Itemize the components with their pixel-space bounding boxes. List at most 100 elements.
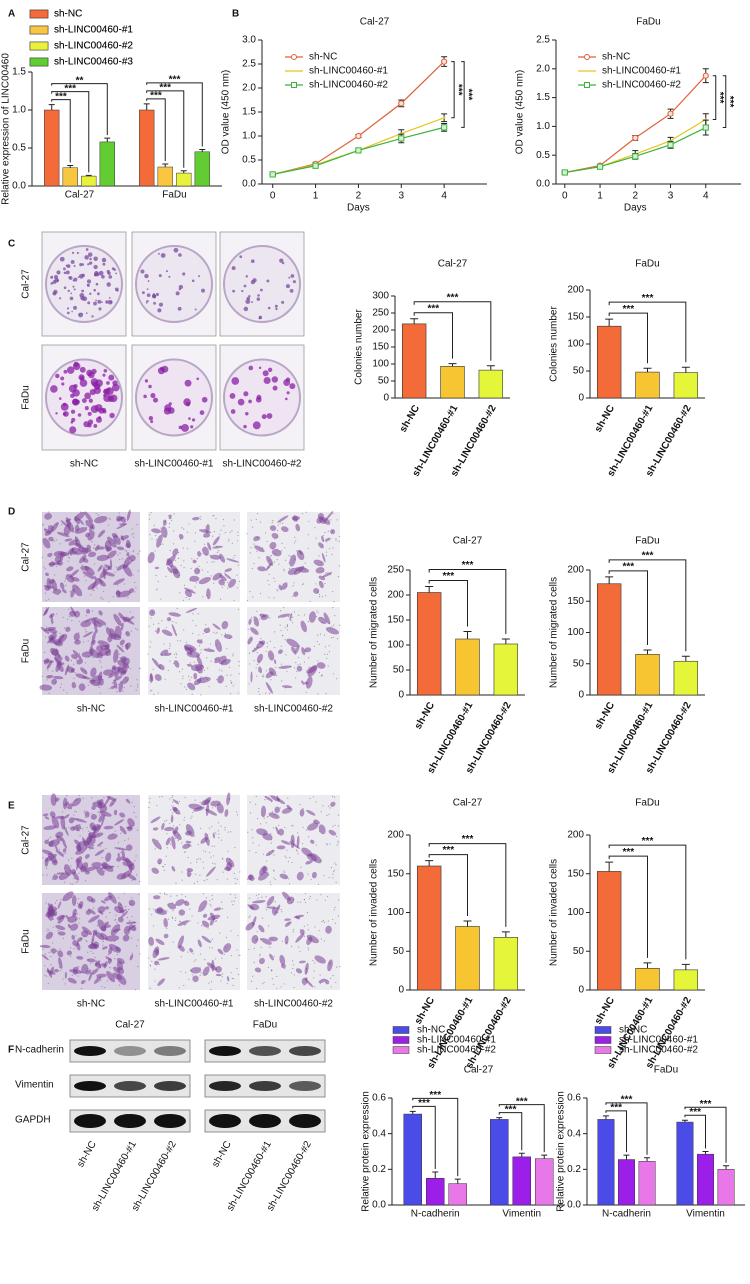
pore xyxy=(176,895,178,897)
pore xyxy=(211,561,213,563)
pore xyxy=(213,582,215,584)
pore xyxy=(195,582,198,584)
significance-bracket xyxy=(461,61,465,128)
pore xyxy=(193,661,195,663)
chart-title: FaDu xyxy=(635,536,659,547)
cell xyxy=(116,957,125,965)
pore xyxy=(160,527,162,529)
pore xyxy=(309,895,311,898)
pore xyxy=(99,659,101,662)
pore xyxy=(254,540,256,542)
y-tick-label: 200 xyxy=(567,285,584,296)
pore xyxy=(273,870,275,872)
cell xyxy=(318,580,324,589)
pore xyxy=(259,614,261,616)
colony xyxy=(95,379,103,387)
pore xyxy=(169,660,171,662)
cell xyxy=(67,803,73,810)
pore xyxy=(131,897,133,899)
pore xyxy=(320,811,322,813)
bar xyxy=(455,638,480,696)
colony xyxy=(73,305,77,310)
pore xyxy=(73,948,75,950)
pore xyxy=(184,686,186,688)
pore xyxy=(305,829,308,831)
pore xyxy=(118,984,121,986)
pore xyxy=(308,854,311,857)
cell xyxy=(228,578,236,588)
pore xyxy=(183,566,185,569)
cell xyxy=(155,938,165,946)
colony xyxy=(93,264,98,270)
legend-swatch xyxy=(29,9,49,19)
pore xyxy=(182,675,184,677)
error-bar xyxy=(463,920,472,927)
cell xyxy=(104,571,115,577)
pore xyxy=(132,532,134,534)
pore xyxy=(67,859,70,861)
pore xyxy=(64,578,67,580)
pore xyxy=(307,949,309,951)
cell xyxy=(60,815,66,830)
colony xyxy=(87,252,93,257)
pore xyxy=(251,616,253,619)
pore xyxy=(256,817,259,820)
pore xyxy=(326,653,329,656)
pore xyxy=(305,971,308,973)
significance: *** xyxy=(689,1107,701,1118)
pore xyxy=(153,693,155,695)
cell xyxy=(47,636,56,644)
pore xyxy=(210,575,212,577)
pore xyxy=(329,843,331,845)
pore xyxy=(52,942,54,944)
colony xyxy=(266,279,270,283)
cell xyxy=(91,805,96,810)
cell xyxy=(281,685,293,689)
pore xyxy=(169,645,171,647)
pore xyxy=(249,552,251,554)
pore xyxy=(248,683,250,685)
pore xyxy=(263,676,265,678)
cell xyxy=(105,935,120,942)
pore xyxy=(249,801,251,803)
cell xyxy=(76,955,84,960)
pore xyxy=(197,613,199,615)
bar xyxy=(697,1153,714,1206)
pore xyxy=(288,562,290,564)
colony xyxy=(258,366,262,370)
x-tick-label: 2 xyxy=(356,191,362,202)
cell xyxy=(281,807,293,814)
pore xyxy=(180,538,182,540)
pore xyxy=(124,561,126,563)
pore xyxy=(175,917,177,919)
cell xyxy=(185,840,192,844)
pore xyxy=(224,634,227,636)
pore xyxy=(99,692,102,694)
error-bar xyxy=(432,1171,439,1179)
pore xyxy=(75,825,77,827)
pore xyxy=(212,535,214,537)
cell xyxy=(49,613,55,619)
pore xyxy=(84,935,86,937)
significance: *** xyxy=(462,560,474,571)
pore xyxy=(262,853,264,855)
pore xyxy=(128,908,130,911)
cell xyxy=(275,904,281,914)
blot-band xyxy=(249,1081,281,1091)
pore xyxy=(117,657,119,659)
cell xyxy=(298,960,306,964)
pore xyxy=(98,686,100,688)
pore xyxy=(309,600,311,602)
pore xyxy=(339,624,341,626)
pore xyxy=(66,551,68,553)
pore xyxy=(272,827,275,829)
pore xyxy=(108,688,110,690)
pore xyxy=(286,849,288,851)
pore xyxy=(274,553,276,555)
pore xyxy=(211,947,214,949)
pore xyxy=(156,588,158,590)
cell xyxy=(90,813,98,820)
pore xyxy=(252,596,254,598)
cell xyxy=(99,810,112,817)
cell xyxy=(101,863,114,872)
